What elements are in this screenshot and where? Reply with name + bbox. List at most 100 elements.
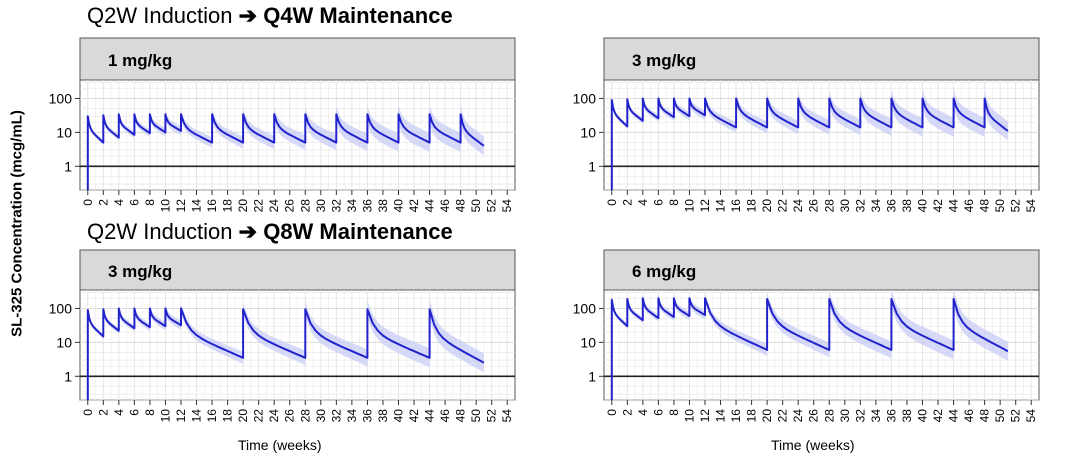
x-tick-label: 20 (236, 199, 250, 213)
section-title-prefix: Q2W Induction (87, 219, 233, 244)
y-tick-label: 1 (588, 368, 596, 384)
concentration-line (610, 97, 1009, 190)
x-tick-label: 36 (884, 409, 898, 423)
x-tick-label: 52 (1009, 199, 1023, 213)
x-tick-label: 34 (345, 199, 359, 213)
x-tick-label: 42 (931, 199, 945, 213)
x-tick-label: 10 (682, 199, 696, 213)
x-tick-label: 10 (682, 409, 696, 423)
y-tick-label: 10 (56, 124, 72, 140)
y-tick-label: 1 (64, 368, 72, 384)
confidence-band (611, 89, 1008, 141)
x-tick-label: 0 (605, 409, 619, 416)
x-tick-label: 44 (423, 409, 437, 423)
x-tick-label: 42 (931, 409, 945, 423)
x-tick-label: 28 (822, 199, 836, 213)
x-tick-label: 32 (853, 409, 867, 423)
x-tick-label: 24 (267, 409, 281, 423)
x-tick-label: 36 (360, 409, 374, 423)
x-tick-label: 32 (329, 199, 343, 213)
y-tick-label: 1 (588, 158, 596, 174)
x-tick-label: 54 (500, 199, 514, 213)
x-tick-label: 26 (807, 199, 821, 213)
x-tick-label: 0 (81, 409, 95, 416)
section-title-bottom: Q2W Induction ➔ Q8W Maintenance (87, 219, 453, 245)
x-tick-label: 30 (838, 199, 852, 213)
x-tick-label: 8 (143, 199, 157, 206)
x-tick-label: 38 (900, 199, 914, 213)
x-tick-label: 46 (962, 409, 976, 423)
x-tick-label: 14 (190, 409, 204, 423)
x-tick-label: 26 (283, 409, 297, 423)
section-title-prefix: Q2W Induction (87, 3, 233, 28)
x-tick-label: 6 (127, 199, 141, 206)
x-tick-label: 12 (698, 199, 712, 213)
x-tick-label: 12 (174, 199, 188, 213)
x-tick-label: 28 (298, 409, 312, 423)
x-tick-label: 16 (729, 409, 743, 423)
panel-label: 3 mg/kg (632, 51, 696, 70)
x-tick-label: 4 (636, 409, 650, 416)
x-tick-label: 8 (143, 409, 157, 416)
x-tick-label: 2 (96, 409, 110, 416)
x-tick-label: 12 (698, 409, 712, 423)
section-title-bold: Q8W Maintenance (263, 219, 453, 244)
x-tick-label: 32 (853, 199, 867, 213)
x-tick-label: 30 (838, 409, 852, 423)
x-tick-label: 16 (729, 199, 743, 213)
x-tick-label: 26 (283, 199, 297, 213)
x-tick-label: 48 (978, 199, 992, 213)
arrow-icon: ➔ (238, 3, 258, 28)
confidence-band (87, 104, 484, 156)
x-tick-label: 22 (776, 199, 790, 213)
x-tick-label: 50 (993, 199, 1007, 213)
x-tick-label: 4 (112, 199, 126, 206)
section-title-top: Q2W Induction ➔ Q4W Maintenance (87, 3, 453, 29)
x-tick-label: 52 (1009, 409, 1023, 423)
panel-label: 3 mg/kg (108, 262, 172, 281)
x-tick-label: 18 (221, 199, 235, 213)
x-tick-label: 24 (791, 409, 805, 423)
x-tick-label: 14 (714, 409, 728, 423)
y-tick-label: 100 (573, 300, 597, 316)
x-tick-label: 46 (438, 199, 452, 213)
x-tick-label: 12 (174, 409, 188, 423)
panel-strip (603, 37, 1040, 81)
x-tick-label: 48 (454, 199, 468, 213)
x-tick-label: 32 (329, 409, 343, 423)
x-axis-label-right: Time (weeks) (771, 437, 855, 453)
x-tick-label: 50 (469, 409, 483, 423)
section-title-bold: Q4W Maintenance (263, 3, 453, 28)
x-tick-label: 20 (236, 409, 250, 423)
x-tick-label: 48 (454, 409, 468, 423)
x-tick-label: 54 (1024, 199, 1038, 213)
panel-strip (603, 249, 1040, 291)
x-tick-label: 50 (993, 409, 1007, 423)
x-tick-label: 36 (360, 199, 374, 213)
y-tick-label: 1 (64, 158, 72, 174)
x-tick-label: 40 (915, 199, 929, 213)
panel-label: 1 mg/kg (108, 51, 172, 70)
x-tick-label: 34 (345, 409, 359, 423)
x-tick-label: 48 (978, 409, 992, 423)
x-tick-label: 44 (947, 409, 961, 423)
x-tick-label: 28 (298, 199, 312, 213)
x-tick-label: 14 (190, 199, 204, 213)
x-tick-label: 20 (760, 199, 774, 213)
x-tick-label: 52 (485, 409, 499, 423)
x-tick-label: 10 (158, 409, 172, 423)
x-tick-label: 46 (438, 409, 452, 423)
x-tick-label: 42 (407, 199, 421, 213)
x-tick-label: 22 (776, 409, 790, 423)
x-tick-label: 18 (745, 409, 759, 423)
x-tick-label: 4 (636, 199, 650, 206)
x-tick-label: 6 (127, 409, 141, 416)
x-tick-label: 28 (822, 409, 836, 423)
x-tick-label: 34 (869, 199, 883, 213)
x-tick-label: 22 (252, 199, 266, 213)
x-tick-label: 0 (605, 199, 619, 206)
y-tick-label: 10 (580, 334, 596, 350)
x-tick-label: 38 (900, 409, 914, 423)
